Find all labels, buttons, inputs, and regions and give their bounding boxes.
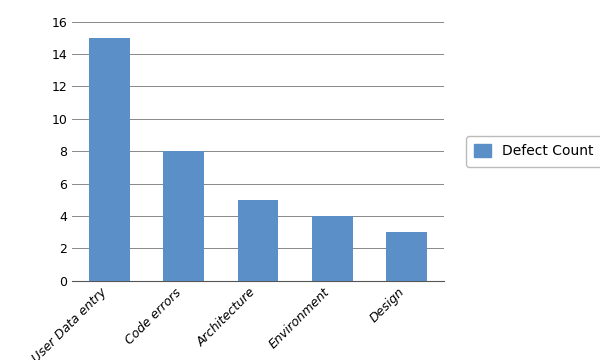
Bar [163, 151, 204, 281]
Bar [312, 216, 353, 281]
Bar [386, 232, 427, 281]
Bar [238, 200, 278, 281]
Bar [89, 38, 130, 281]
Legend: Defect Count: Defect Count [466, 136, 600, 167]
